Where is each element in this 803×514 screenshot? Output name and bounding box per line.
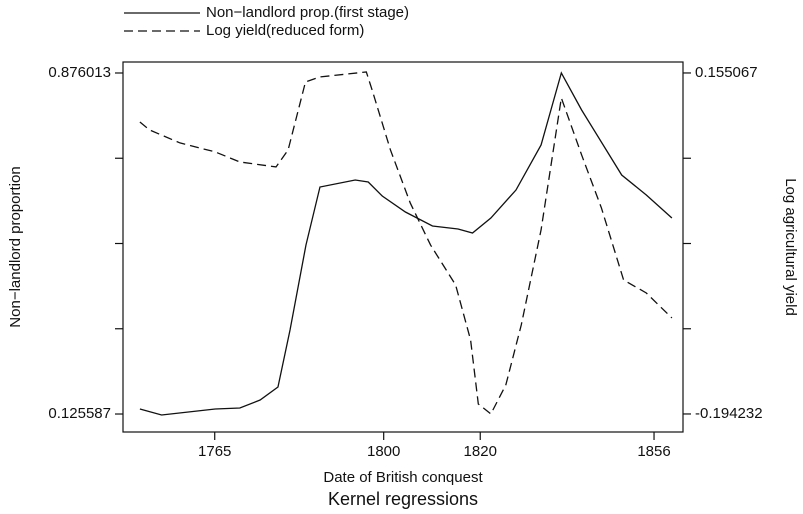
y2-axis-label: Log agricultural yield xyxy=(782,178,799,316)
x-tick-label: 1765 xyxy=(198,443,231,460)
data-line xyxy=(139,71,673,415)
legend-label: Non−landlord prop.(first stage) xyxy=(206,4,409,21)
plot-frame xyxy=(122,61,684,433)
y2-tick-label: -0.194232 xyxy=(695,405,763,422)
y-tick-label: 0.125587 xyxy=(48,405,111,422)
x-tick-label: 1800 xyxy=(367,443,400,460)
x-tick-label: 1820 xyxy=(464,443,497,460)
legend-label: Log yield(reduced form) xyxy=(206,22,364,39)
x-axis-label: Date of British conquest xyxy=(323,469,483,486)
y2-tick-label: 0.155067 xyxy=(695,64,758,81)
x-tick-label: 1856 xyxy=(637,443,670,460)
y-axis-label: Non−landlord proportion xyxy=(7,166,24,327)
chart-title: Kernel regressions xyxy=(328,489,478,509)
y-tick-label: 0.876013 xyxy=(48,64,111,81)
data-line xyxy=(139,71,673,416)
